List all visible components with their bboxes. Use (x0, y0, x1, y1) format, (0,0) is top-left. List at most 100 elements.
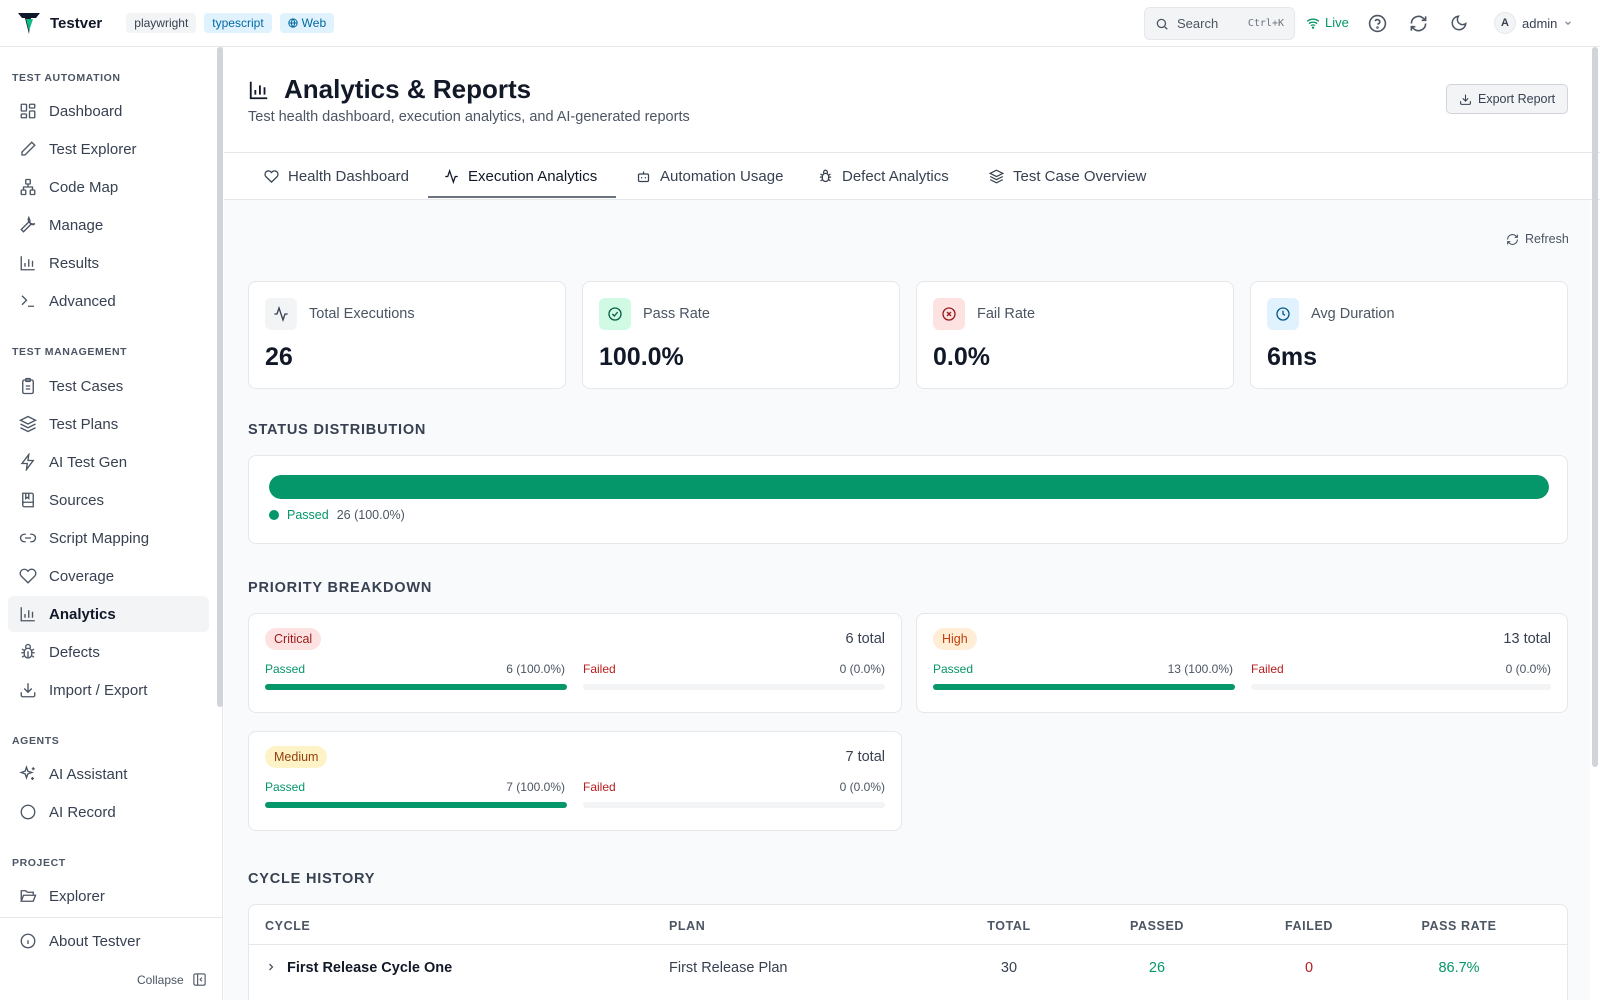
sync-icon[interactable] (1409, 14, 1428, 33)
book-icon (18, 491, 38, 509)
sidebar-item-script-mapping[interactable]: Script Mapping (8, 520, 209, 556)
globe-icon (287, 18, 298, 28)
column-header-total[interactable]: TOTAL (987, 919, 1031, 933)
stat-label: Total Executions (309, 306, 415, 322)
failed-label: Failed (583, 662, 616, 676)
table-header-divider (249, 944, 1567, 945)
chip-web: Web (279, 13, 335, 33)
cell-plan: First Release Plan (669, 960, 788, 976)
column-header-passed[interactable]: PASSED (1129, 919, 1185, 933)
passed-value: 13 (100.0%) (1167, 662, 1233, 676)
status-distribution-card: Passed 26 (100.0%) (248, 455, 1568, 544)
page-title-text: Analytics & Reports (284, 74, 532, 104)
main-scrollbar[interactable] (1592, 47, 1598, 767)
refresh-button[interactable]: Refresh (1506, 232, 1569, 246)
priority-card-critical: Critical 6 total Passed 6 (100.0%) Faile… (248, 613, 902, 713)
section-agents: AGENTS (12, 735, 60, 747)
page-title: Analytics & Reports (248, 74, 531, 105)
top-bar: Testver playwright typescript Web (0, 0, 1600, 47)
section-project: PROJECT (12, 857, 66, 869)
search-icon (1155, 17, 1169, 31)
sidebar-item-coverage[interactable]: Coverage (8, 558, 209, 594)
refresh-label: Refresh (1525, 232, 1569, 246)
chevron-right-icon[interactable] (265, 961, 277, 973)
failed-bar-track (583, 684, 885, 690)
column-header-plan[interactable]: PLAN (669, 919, 706, 933)
chip-web-label: Web (301, 16, 327, 30)
sidebar-scrollbar[interactable] (217, 47, 223, 707)
user-menu[interactable]: A admin (1494, 12, 1573, 34)
x-circle-icon (933, 298, 965, 330)
priority-total: 6 total (845, 631, 886, 647)
section-test-automation: TEST AUTOMATION (12, 72, 121, 84)
sidebar-item-ai-record[interactable]: AI Record (8, 794, 209, 830)
wrench-icon (18, 216, 38, 234)
user-name: admin (1522, 15, 1558, 31)
export-report-button[interactable]: Export Report (1446, 84, 1569, 114)
help-icon[interactable] (1368, 14, 1387, 33)
live-indicator[interactable]: Live (1306, 15, 1349, 30)
sidebar-item-code-map[interactable]: Code Map (8, 169, 209, 205)
tab-defect-analytics[interactable]: Defect Analytics (818, 153, 949, 200)
column-header-cycle[interactable]: CYCLE (265, 919, 311, 933)
cell-total: 30 (1000, 960, 1018, 976)
avatar: A (1494, 12, 1516, 34)
sidebar-item-import-export[interactable]: Import / Export (8, 672, 209, 708)
search-button[interactable]: Search Ctrl+K (1144, 7, 1295, 40)
layers-icon (989, 169, 1004, 184)
sidebar-item-defects[interactable]: Defects (8, 634, 209, 670)
sidebar-item-analytics[interactable]: Analytics (8, 596, 209, 632)
cell-cycle: First Release Cycle One (287, 960, 453, 976)
sidebar-divider (0, 917, 223, 918)
sidebar-item-label: Test Cases (49, 377, 124, 395)
sidebar-item-advanced[interactable]: Advanced (8, 283, 209, 319)
passed-label: Passed (933, 662, 974, 676)
sidebar-item-ai-test-gen[interactable]: AI Test Gen (8, 444, 209, 480)
brand[interactable]: Testver (16, 10, 102, 36)
sidebar-item-dashboard[interactable]: Dashboard (8, 93, 209, 129)
sidebar-item-manage[interactable]: Manage (8, 207, 209, 243)
moon-icon[interactable] (1450, 14, 1468, 32)
priority-card-medium: Medium 7 total Passed 7 (100.0%) Failed … (248, 731, 902, 831)
sidebar-item-ai-assistant[interactable]: AI Assistant (8, 756, 209, 792)
bug-icon (818, 169, 833, 184)
about-label: About Testver (49, 932, 141, 950)
page-subtitle: Test health dashboard, execution analyti… (248, 109, 690, 125)
passed-bar-track (265, 684, 567, 690)
sidebar-item-label: Test Explorer (49, 140, 137, 158)
sidebar-item-label: Coverage (49, 567, 115, 585)
collapse-label: Collapse (137, 972, 184, 987)
collapse-button[interactable]: Collapse (137, 972, 207, 987)
wifi-icon (1306, 16, 1320, 30)
stat-label: Pass Rate (643, 306, 710, 322)
layers-icon (18, 415, 38, 433)
about-testver[interactable]: About Testver (8, 923, 209, 959)
sidebar-item-explorer[interactable]: Explorer (8, 878, 209, 914)
chip-typescript: typescript (204, 13, 272, 33)
sidebar-item-label: Manage (49, 216, 104, 234)
stat-card-total-executions: Total Executions 26 (248, 281, 566, 389)
download-icon (1459, 93, 1472, 106)
passed-bar (265, 802, 567, 808)
tab-execution-analytics[interactable]: Execution Analytics (444, 153, 597, 200)
cell-pass-rate: 86.7% (1438, 960, 1480, 976)
sidebar-item-test-cases[interactable]: Test Cases (8, 368, 209, 404)
sidebar-item-test-plans[interactable]: Test Plans (8, 406, 209, 442)
sidebar-item-test-explorer[interactable]: Test Explorer (8, 131, 209, 167)
tab-health-dashboard[interactable]: Health Dashboard (264, 153, 409, 200)
sidebar-item-label: Explorer (49, 887, 105, 905)
legend-dot (269, 510, 279, 520)
sidebar-item-results[interactable]: Results (8, 245, 209, 281)
column-header-failed[interactable]: FAILED (1284, 919, 1334, 933)
column-header-pass-rate[interactable]: PASS RATE (1421, 919, 1497, 933)
passed-bar-track (265, 802, 567, 808)
page-header: Analytics & Reports Test health dashboar… (224, 47, 1600, 153)
tab-automation-usage[interactable]: Automation Usage (636, 153, 783, 200)
sidebar-item-label: AI Record (49, 803, 116, 821)
pencil-icon (18, 140, 38, 158)
stat-card-avg-duration: Avg Duration 6ms (1250, 281, 1568, 389)
content-area: Refresh Total Executions 26 Pass Rate 10… (224, 200, 1590, 1000)
clock-icon (1267, 298, 1299, 330)
sidebar-item-sources[interactable]: Sources (8, 482, 209, 518)
tab-test-case-overview[interactable]: Test Case Overview (989, 153, 1146, 200)
